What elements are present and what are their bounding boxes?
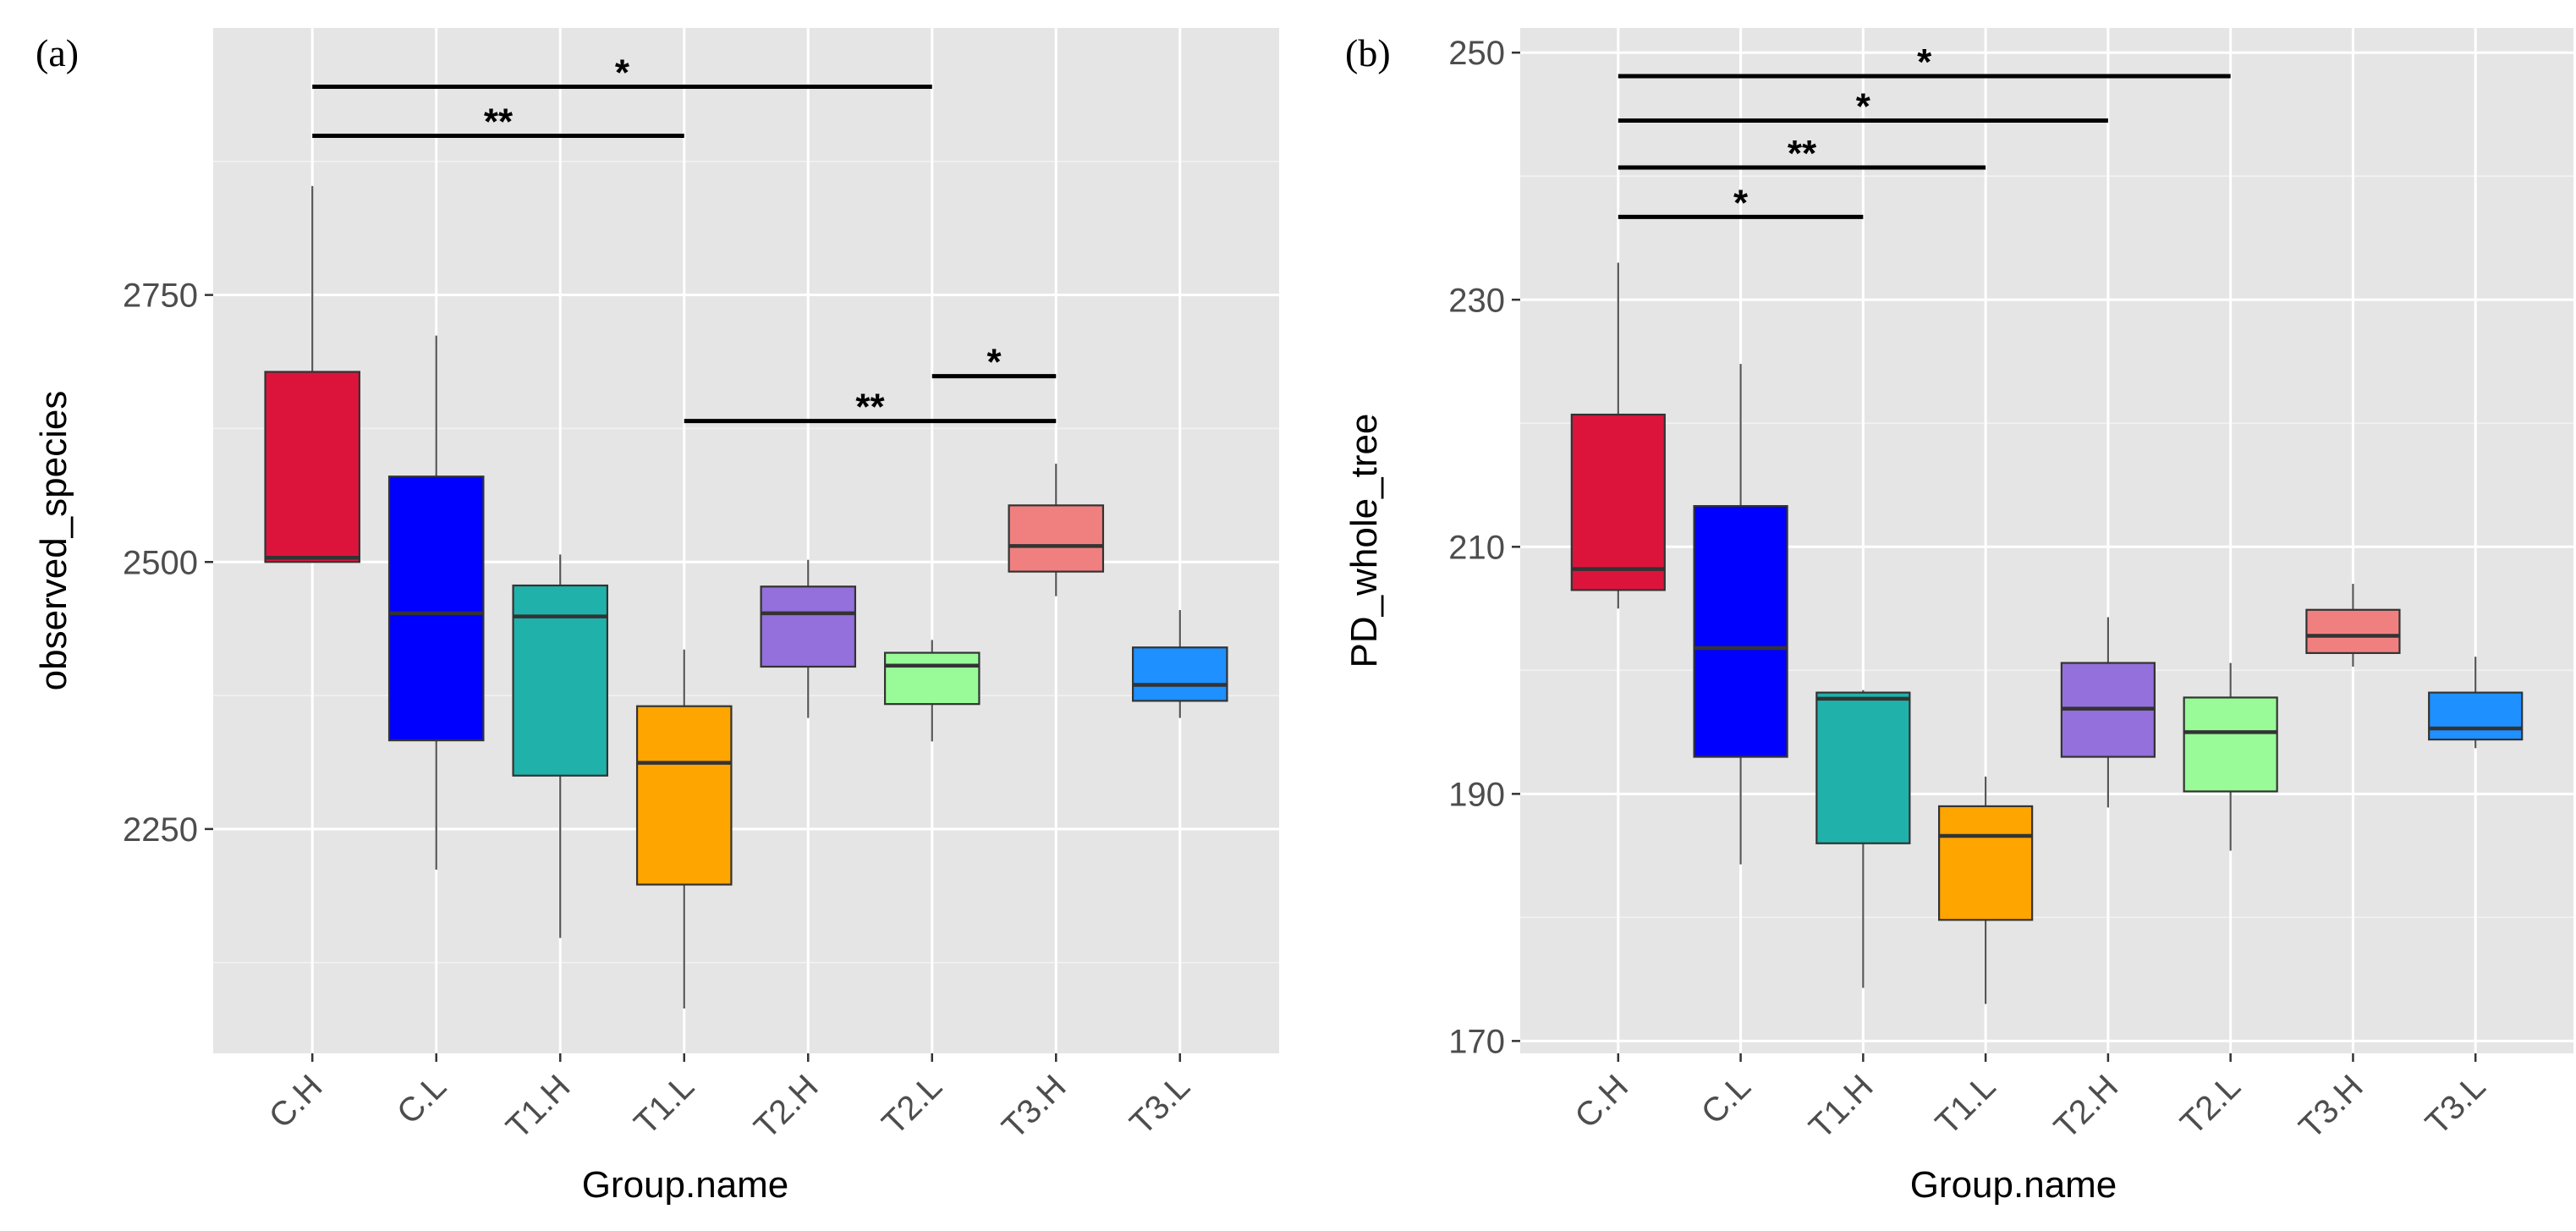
plot-background xyxy=(213,28,1279,1053)
box-body xyxy=(1008,504,1105,573)
box-body xyxy=(1570,413,1666,591)
y-tick-label: 230 xyxy=(1448,282,1505,319)
box-body xyxy=(1815,691,1911,844)
x-tick-label: C.L xyxy=(390,1068,453,1131)
box-body xyxy=(883,651,980,706)
y-tick-label: 210 xyxy=(1448,529,1505,566)
significance-label: * xyxy=(1856,86,1871,128)
x-tick-label: T2.L xyxy=(2173,1068,2248,1142)
x-tick-label: T2.H xyxy=(2047,1068,2125,1146)
significance-label: ** xyxy=(1788,133,1817,174)
x-tick-label: T1.L xyxy=(1929,1068,2003,1142)
box-body xyxy=(760,585,857,668)
box-body xyxy=(2305,608,2401,654)
x-tick-label: T1.H xyxy=(1802,1068,1880,1146)
box-body xyxy=(1132,646,1228,702)
plot-background xyxy=(1520,28,2573,1053)
box-t1-l xyxy=(635,649,733,1008)
significance-label: * xyxy=(1733,182,1749,223)
significance-label: * xyxy=(615,52,630,93)
significance-label: ** xyxy=(484,102,514,143)
x-tick-label: T2.H xyxy=(747,1068,825,1146)
box-t3-h xyxy=(1008,464,1105,596)
box-t1-h xyxy=(1815,690,1911,988)
significance-label: * xyxy=(1917,41,1932,83)
x-axis-title: Group.name xyxy=(1910,1164,2117,1206)
x-axis-title: Group.name xyxy=(582,1164,789,1206)
y-tick-label: 2750 xyxy=(123,278,198,315)
box-t2-h xyxy=(760,559,857,718)
box-t2-l xyxy=(883,640,980,742)
panel-label: (b) xyxy=(1345,31,1391,74)
box-body xyxy=(387,475,485,742)
box-t2-h xyxy=(2060,617,2156,808)
box-body xyxy=(635,705,733,886)
box-body xyxy=(1938,805,2034,921)
significance-label: * xyxy=(986,342,1002,383)
panel-label: (a) xyxy=(36,31,79,74)
box-body xyxy=(1693,505,1788,758)
box-c-l xyxy=(1693,364,1788,865)
y-axis-title: observed_species xyxy=(33,391,74,691)
box-t3-l xyxy=(2428,657,2524,749)
x-tick-label: C.H xyxy=(262,1068,330,1135)
y-tick-label: 2500 xyxy=(123,544,198,581)
x-tick-label: C.H xyxy=(1568,1068,1635,1135)
box-t3-l xyxy=(1132,610,1228,718)
box-c-h xyxy=(1570,262,1666,609)
box-body xyxy=(2183,696,2278,793)
box-t1-h xyxy=(512,554,609,938)
y-tick-label: 190 xyxy=(1448,776,1505,813)
box-c-h xyxy=(264,185,360,563)
y-axis-title: PD_whole_tree xyxy=(1343,414,1385,668)
x-tick-label: C.L xyxy=(1694,1068,1758,1131)
significance-label: ** xyxy=(855,387,885,428)
box-body xyxy=(264,371,360,563)
x-tick-label: T3.L xyxy=(2419,1068,2493,1142)
y-tick-label: 2250 xyxy=(123,811,198,849)
box-body xyxy=(2428,691,2524,741)
x-tick-label: T2.L xyxy=(875,1068,949,1142)
box-t2-l xyxy=(2183,662,2278,851)
box-c-l xyxy=(387,335,485,870)
x-tick-label: T3.H xyxy=(995,1068,1073,1146)
x-tick-label: T1.H xyxy=(499,1068,577,1146)
box-t1-l xyxy=(1938,776,2034,1004)
x-tick-label: T3.L xyxy=(1123,1068,1197,1142)
x-tick-label: T1.L xyxy=(627,1068,701,1142)
box-t3-h xyxy=(2305,584,2401,667)
y-tick-label: 170 xyxy=(1448,1023,1505,1060)
box-body xyxy=(512,584,609,777)
y-tick-label: 250 xyxy=(1448,35,1505,72)
x-tick-label: T3.H xyxy=(2292,1068,2370,1146)
